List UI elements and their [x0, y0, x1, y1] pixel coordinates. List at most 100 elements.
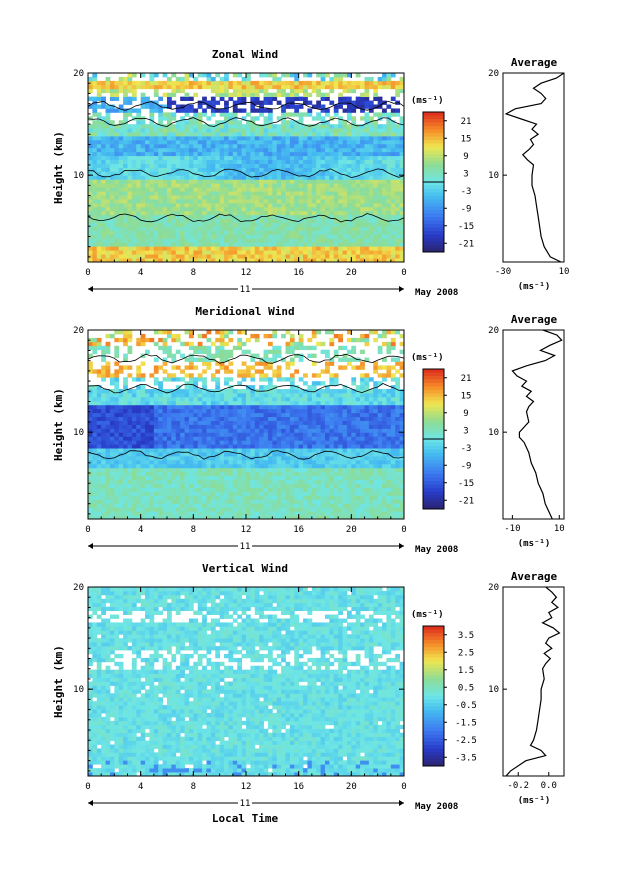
heatmap-cell — [123, 330, 128, 335]
heatmap-cell — [114, 436, 120, 441]
heatmap-cell — [188, 389, 194, 394]
heatmap-cell — [197, 171, 203, 176]
heatmap-cell — [184, 92, 190, 98]
heatmap-cell — [206, 357, 212, 362]
heatmap-cell — [114, 159, 120, 164]
heatmap-cell — [153, 147, 159, 153]
heatmap-cell — [96, 428, 102, 433]
heatmap-cell — [368, 139, 374, 145]
heatmap-cell — [109, 238, 115, 243]
heatmap-cell — [123, 183, 128, 188]
heatmap-cell — [289, 132, 295, 137]
heatmap-cell — [206, 147, 212, 153]
heatmap-cell — [232, 420, 238, 425]
heatmap-cell — [360, 206, 365, 212]
heatmap-cell — [180, 404, 185, 410]
heatmap-cell — [272, 412, 278, 418]
heatmap-cell — [153, 206, 159, 212]
heatmap-cell — [351, 108, 357, 113]
heatmap-cell — [241, 495, 247, 500]
heatmap-cell — [224, 92, 229, 98]
heatmap-cell — [241, 436, 247, 441]
heatmap-cell — [145, 475, 150, 481]
heatmap-cell — [303, 238, 308, 243]
heatmap-cell — [123, 381, 128, 386]
colorbar-segment — [423, 213, 444, 218]
heatmap-cell — [316, 238, 322, 243]
heatmap-cell — [250, 187, 256, 192]
heatmap-cell — [96, 143, 102, 149]
colorbar-segment — [423, 133, 444, 137]
heatmap-cell — [237, 337, 243, 343]
heatmap-cell — [254, 456, 260, 461]
heatmap-cell — [232, 120, 238, 125]
heatmap-cell — [184, 495, 190, 500]
heatmap-cell — [237, 120, 243, 125]
heatmap-cell — [228, 483, 234, 488]
heatmap-cell — [175, 337, 181, 343]
heatmap-cell — [105, 147, 111, 153]
heatmap-cell — [109, 234, 115, 239]
heatmap-cell — [338, 163, 343, 168]
heatmap-cell — [263, 373, 269, 378]
heatmap-cell — [263, 88, 269, 94]
heatmap-cell — [267, 175, 273, 180]
heatmap-cell — [263, 361, 269, 366]
heatmap-cell — [338, 155, 343, 161]
heatmap-cell — [219, 487, 225, 492]
heatmap-cell — [149, 373, 155, 378]
heatmap-cell — [162, 400, 168, 406]
heatmap-cell — [373, 151, 379, 157]
heatmap-cell — [307, 171, 313, 176]
heatmap-cell — [342, 143, 348, 149]
heatmap-cell — [250, 499, 256, 504]
heatmap-cell — [202, 80, 207, 86]
heatmap-cell — [254, 222, 260, 227]
heatmap-cell — [351, 80, 357, 86]
heatmap-cell — [92, 76, 98, 82]
heatmap-cell — [263, 456, 269, 461]
heatmap-cell — [149, 100, 155, 105]
heatmap-cell — [206, 254, 212, 259]
heatmap-cell — [114, 353, 120, 358]
heatmap-cell — [123, 199, 128, 204]
heatmap-cell — [232, 234, 238, 239]
heatmap-cell — [197, 448, 203, 453]
heatmap-cell — [276, 80, 282, 86]
heatmap-cell — [184, 183, 190, 188]
heatmap-cell — [254, 147, 260, 153]
heatmap-cell — [210, 128, 216, 133]
heatmap-cell — [171, 250, 177, 255]
heatmap-cell — [241, 128, 247, 133]
heatmap-cell — [206, 412, 212, 418]
heatmap-cell — [92, 341, 98, 347]
heatmap-cell — [303, 100, 308, 105]
heatmap-cell — [215, 179, 221, 184]
heatmap-cell — [202, 159, 207, 164]
heatmap-cell — [88, 515, 93, 519]
heatmap-cell — [197, 424, 203, 429]
heatmap-cell — [118, 250, 124, 255]
heatmap-cell — [224, 199, 229, 204]
heatmap-cell — [105, 120, 111, 125]
heatmap-cell — [386, 183, 392, 188]
heatmap-cell — [355, 163, 361, 168]
heatmap-cell — [131, 218, 137, 224]
heatmap-cell — [114, 479, 120, 484]
heatmap-cell — [267, 432, 273, 437]
heatmap-cell — [158, 432, 164, 437]
heatmap-cell — [92, 400, 98, 406]
heatmap-cell — [131, 479, 137, 484]
heatmap-cell — [136, 456, 142, 461]
heatmap-cell — [373, 159, 379, 164]
heatmap-cell — [96, 88, 102, 94]
heatmap-cell — [338, 159, 343, 164]
heatmap-cell — [399, 195, 404, 200]
heatmap-cell — [241, 76, 247, 82]
heatmap-cell — [197, 507, 203, 512]
heatmap-cell — [263, 475, 269, 481]
heatmap-cell — [368, 76, 374, 82]
heatmap-cell — [136, 163, 142, 168]
heatmap-cell — [140, 139, 146, 145]
